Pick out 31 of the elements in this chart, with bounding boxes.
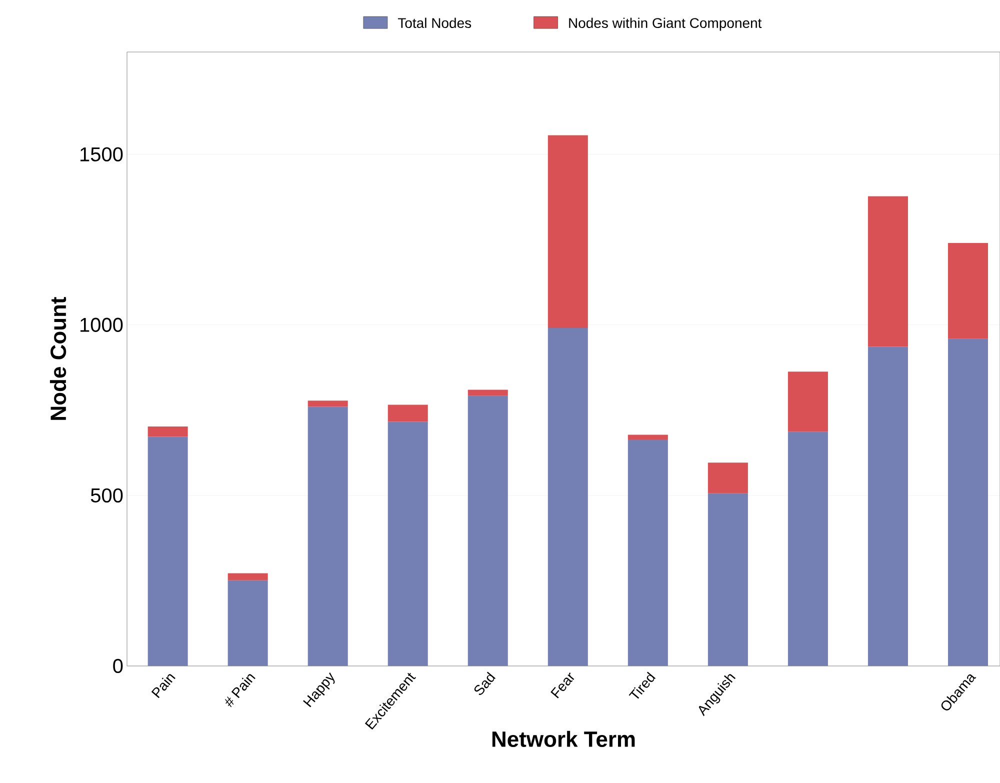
bar bbox=[948, 338, 988, 666]
y-tick-label: 0 bbox=[113, 658, 123, 674]
bar bbox=[228, 573, 268, 580]
bar bbox=[868, 196, 908, 347]
bar bbox=[388, 404, 428, 422]
bar bbox=[388, 422, 428, 666]
y-tick-label: 500 bbox=[90, 488, 123, 503]
bar bbox=[148, 436, 188, 666]
bar bbox=[468, 396, 508, 666]
x-tick-label: Sad bbox=[474, 672, 496, 695]
bar bbox=[548, 135, 588, 328]
bar bbox=[228, 580, 268, 666]
bar bbox=[628, 439, 668, 666]
bar bbox=[948, 243, 988, 339]
y-tick-label: 1500 bbox=[80, 147, 123, 162]
bar bbox=[628, 434, 668, 440]
y-axis-title: Node Count bbox=[50, 296, 66, 420]
bar bbox=[308, 400, 348, 407]
bar bbox=[708, 493, 748, 666]
bar bbox=[308, 406, 348, 666]
bar bbox=[868, 346, 908, 666]
bar bbox=[788, 372, 828, 432]
bar bbox=[708, 462, 748, 494]
legend-label: Total Nodes bbox=[398, 18, 472, 28]
bar bbox=[548, 328, 588, 666]
y-tick-label: 1000 bbox=[80, 318, 123, 332]
bar bbox=[788, 432, 828, 666]
legend-label: Nodes within Giant Component bbox=[569, 18, 762, 31]
bar bbox=[148, 426, 188, 437]
x-axis-title: Network Term bbox=[492, 730, 635, 748]
bar bbox=[468, 390, 508, 396]
